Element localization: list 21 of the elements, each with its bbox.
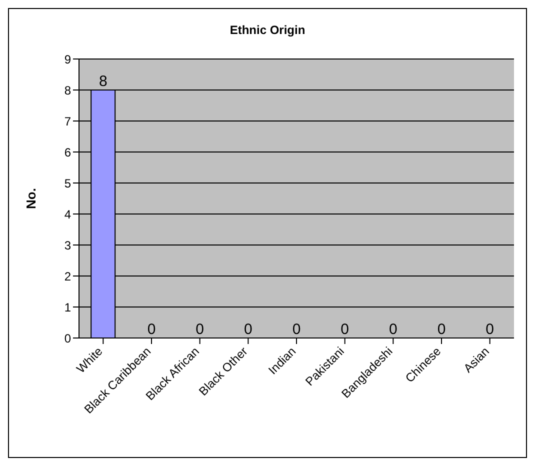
y-tick-label: 0 (64, 331, 72, 346)
y-tick-label: 1 (64, 300, 72, 314)
y-tick-label: 3 (64, 238, 72, 252)
y-tick-label: 6 (64, 145, 72, 160)
data-label: 8 (98, 73, 108, 90)
data-label: 0 (486, 321, 494, 338)
y-tick-label: 4 (64, 207, 72, 222)
y-tick-label: 2 (64, 269, 72, 284)
data-label: 0 (244, 321, 252, 338)
data-label: 0 (340, 321, 350, 338)
y-tick-label: 8 (64, 83, 72, 98)
y-tick-label: 9 (64, 52, 72, 66)
data-label: 0 (196, 321, 204, 338)
y-axis-title: No. (24, 188, 39, 209)
y-tick-label: 5 (64, 176, 72, 190)
data-label: 0 (292, 321, 301, 338)
data-label: 0 (388, 321, 398, 338)
data-label: 0 (437, 321, 446, 338)
chart-title: Ethnic Origin (228, 22, 306, 39)
y-tick-label: 7 (64, 114, 72, 128)
data-label: 0 (147, 321, 156, 338)
